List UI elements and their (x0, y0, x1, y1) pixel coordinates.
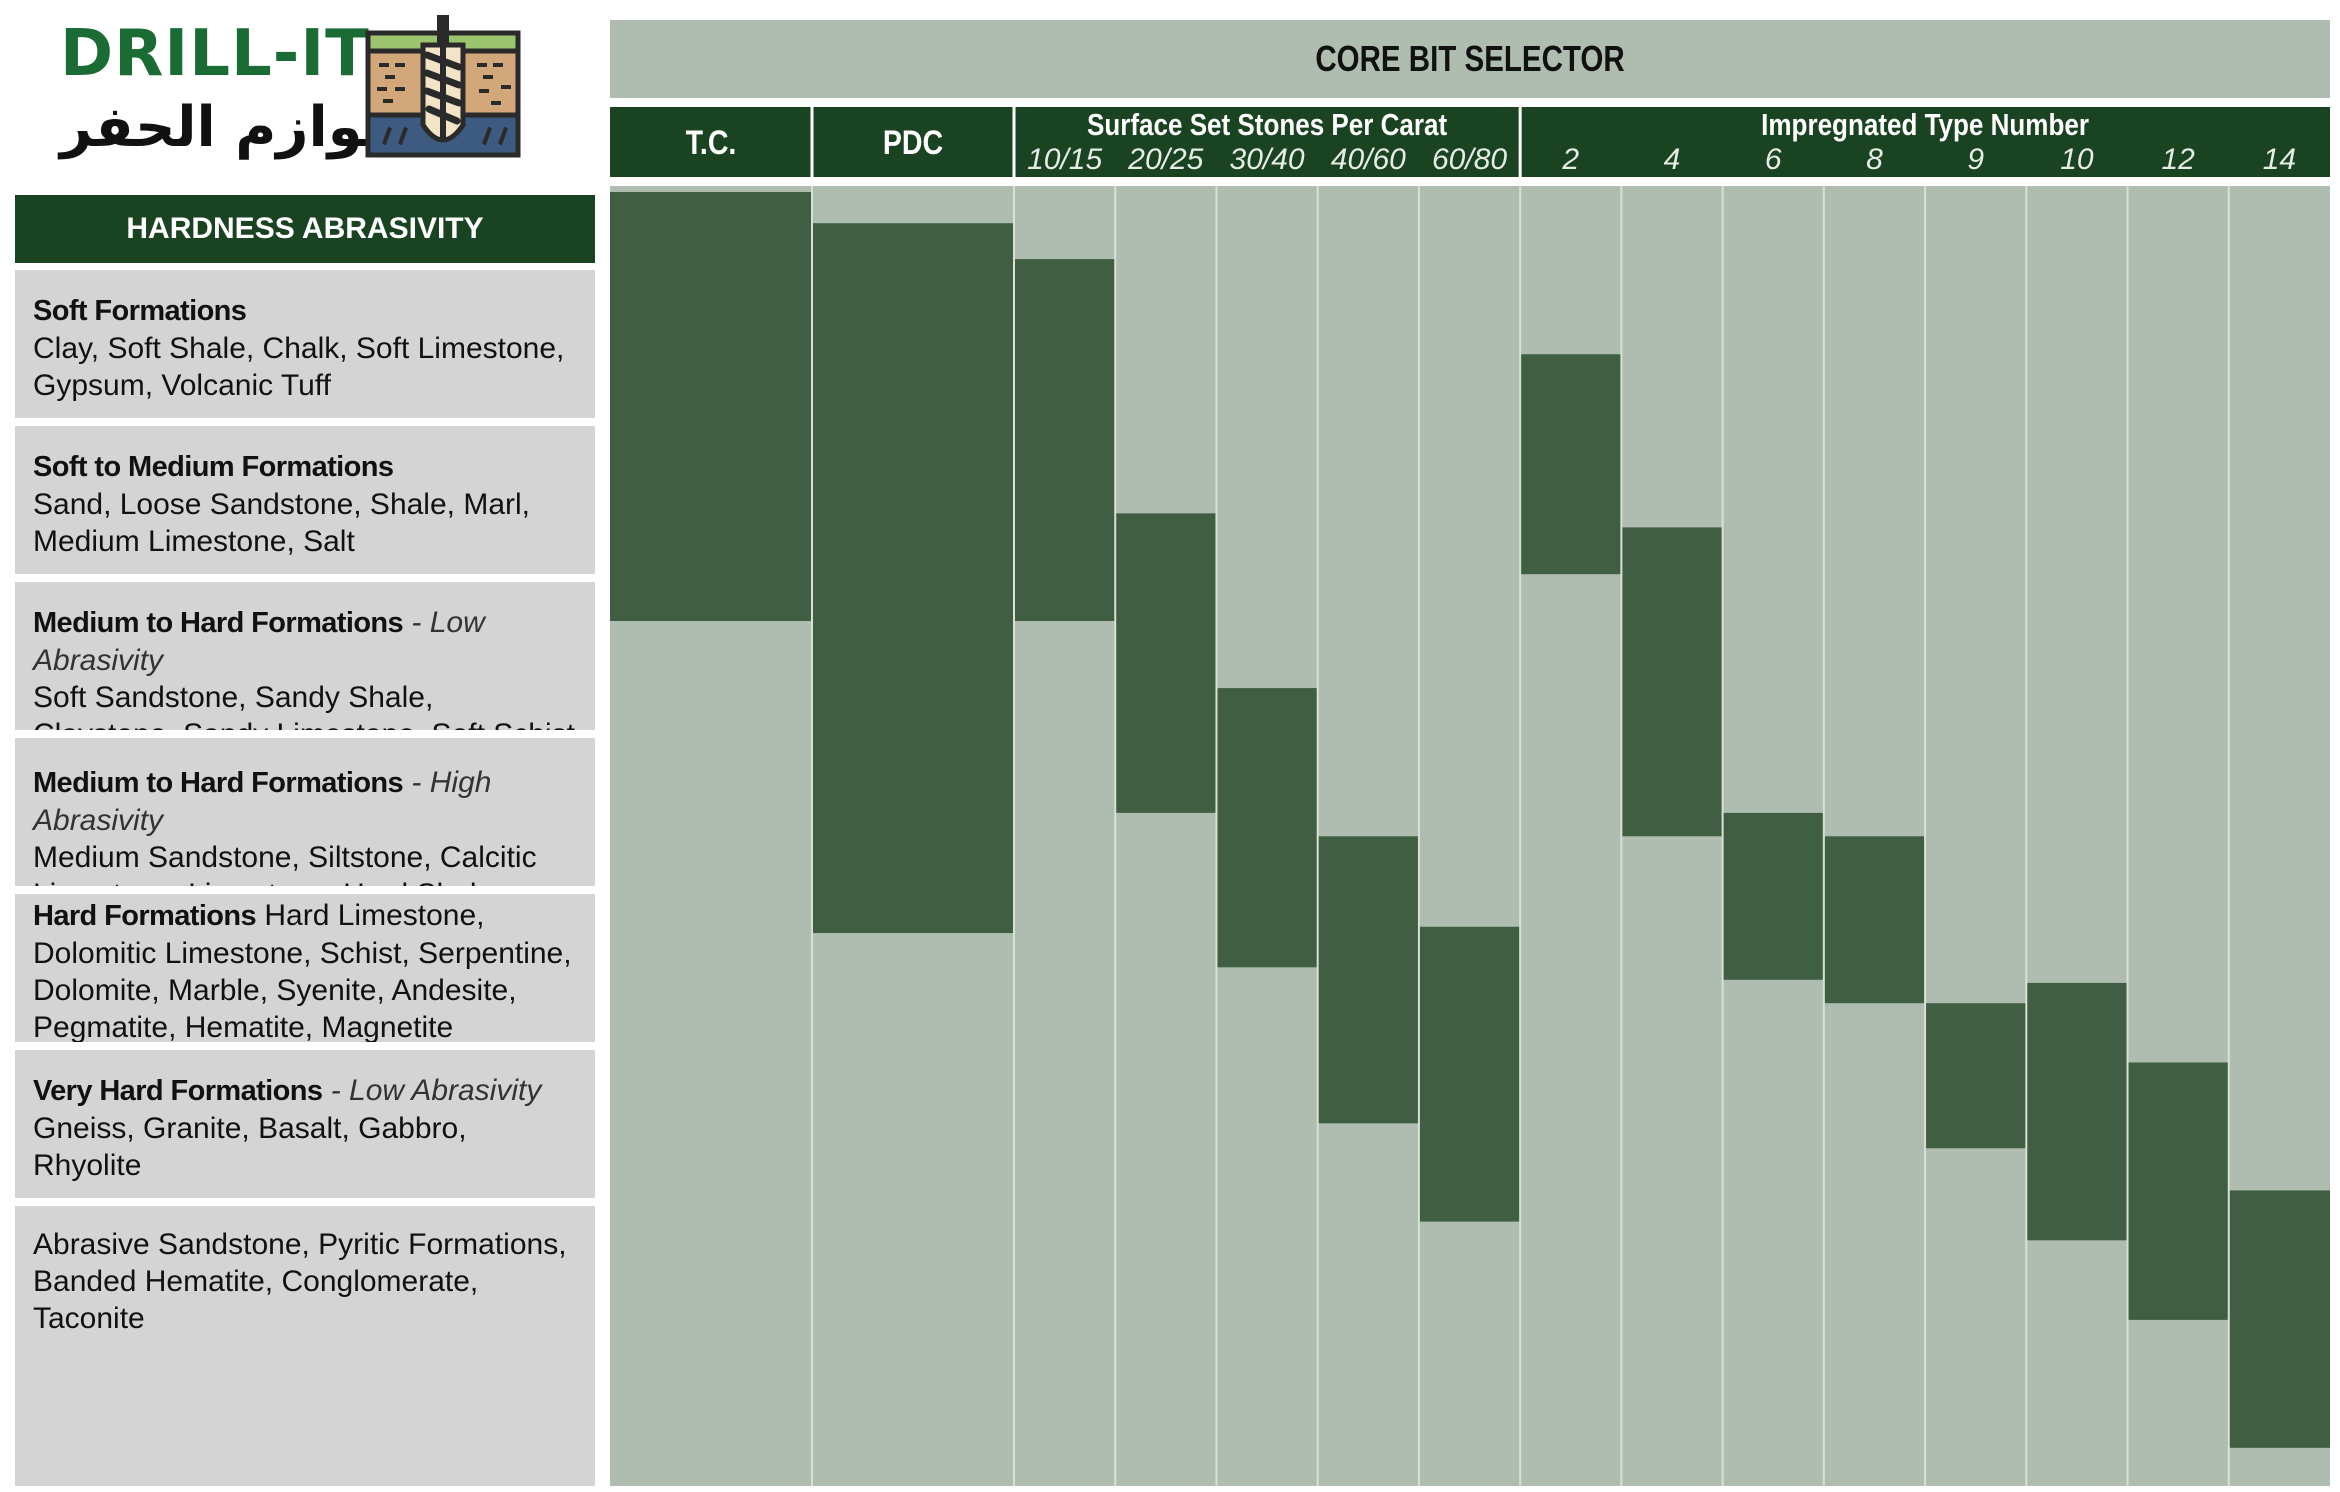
formation-title: Medium to Hard Formations (33, 767, 404, 799)
formation-row-soft: Soft Formations Clay, Soft Shale, Chalk,… (15, 270, 595, 418)
group-header (812, 107, 1014, 177)
range-bar (1520, 354, 1622, 575)
group-header-label: Surface Set Stones Per Carat (1087, 108, 1448, 143)
range-bar (610, 192, 812, 621)
range-bar (1418, 926, 1521, 1222)
range-bar (1722, 812, 1824, 980)
formation-description: Sand, Loose Sandstone, Shale, Marl, Medi… (33, 488, 530, 558)
range-bar (1115, 513, 1217, 813)
title-band (610, 20, 2330, 98)
formation-title: Medium to Hard Formations (33, 607, 404, 639)
column-label: 14 (2263, 143, 2296, 176)
formation-qualifier: Low Abrasivity (349, 1074, 542, 1107)
group-header-label: PDC (883, 124, 943, 162)
range-bar (812, 223, 1014, 933)
logo: DRILL-IT لوازم الحفر (60, 15, 530, 165)
range-bar (2026, 982, 2128, 1241)
formation-title: Soft Formations (33, 295, 247, 327)
formation-row-medium-hard-high: Medium to Hard Formations - High Abrasiv… (15, 738, 595, 886)
column-label: 4 (1664, 143, 1681, 176)
formation-qualifier: Low Abrasivity (33, 606, 485, 677)
formation-row-very-hard: Very Hard Formations - Low Abrasivity Gn… (15, 1050, 595, 1198)
formation-title: Soft to Medium Formations (33, 451, 394, 483)
column-label: 10 (2060, 143, 2094, 176)
group-header (1520, 107, 2330, 177)
formation-description: Gneiss, Granite, Basalt, Gabbro, Rhyolit… (33, 1112, 467, 1182)
range-bar (2127, 1062, 2229, 1320)
formation-description: Clay, Soft Shale, Chalk, Soft Limestone,… (33, 332, 565, 402)
range-bar (1925, 1003, 2027, 1149)
range-bar (1317, 836, 1419, 1124)
column-label: 6 (1765, 143, 1782, 176)
formation-description: Abrasive Sandstone, Pyritic Formations, … (33, 1228, 567, 1335)
brand-arabic-name: لوازم الحفر (60, 95, 384, 160)
brand-name: DRILL-IT (60, 17, 370, 91)
chart-title: CORE BIT SELECTOR (1315, 38, 1625, 78)
formation-description: Hard Limestone, Dolomitic Limestone, Sch… (33, 899, 572, 1042)
column-label: 40/60 (1331, 143, 1406, 176)
column-label: 9 (1967, 143, 1984, 176)
column-label: 12 (2161, 143, 2195, 176)
group-header-label: Impregnated Type Number (1761, 108, 2089, 143)
group-header (610, 107, 812, 177)
column-label: 60/80 (1432, 143, 1507, 176)
formation-row-hard: Hard Formations Hard Limestone, Dolomiti… (15, 894, 595, 1042)
formation-row-abrasive: Abrasive Sandstone, Pyritic Formations, … (15, 1206, 595, 1486)
formation-title: Very Hard Formations (33, 1075, 323, 1107)
formation-row-medium-hard-low: Medium to Hard Formations - Low Abrasivi… (15, 582, 595, 730)
range-bar (1823, 836, 1926, 1004)
group-header-label: T.C. (686, 124, 737, 162)
range-bar (1216, 688, 1318, 968)
column-label: 8 (1866, 143, 1883, 176)
formation-description: Soft Sandstone, Sandy Shale, Claystone, … (33, 681, 575, 730)
column-label: 30/40 (1230, 143, 1305, 176)
formation-title: Hard Formations (33, 900, 257, 932)
column-label: 2 (1561, 143, 1579, 176)
range-bar (1014, 259, 1116, 621)
group-header (1014, 107, 1521, 177)
drill-bit-icon (365, 15, 521, 158)
hardness-abrasivity-header: HARDNESS ABRASIVITY (15, 195, 595, 263)
formation-row-soft-medium: Soft to Medium Formations Sand, Loose Sa… (15, 426, 595, 574)
formation-description: Medium Sandstone, Siltstone, Calcitic Li… (33, 841, 537, 886)
range-bar (2228, 1190, 2330, 1448)
column-label: 20/25 (1127, 143, 1203, 176)
range-bar (1621, 527, 1723, 837)
column-label: 10/15 (1027, 143, 1102, 176)
formation-qualifier: High Abrasivity (33, 766, 492, 837)
